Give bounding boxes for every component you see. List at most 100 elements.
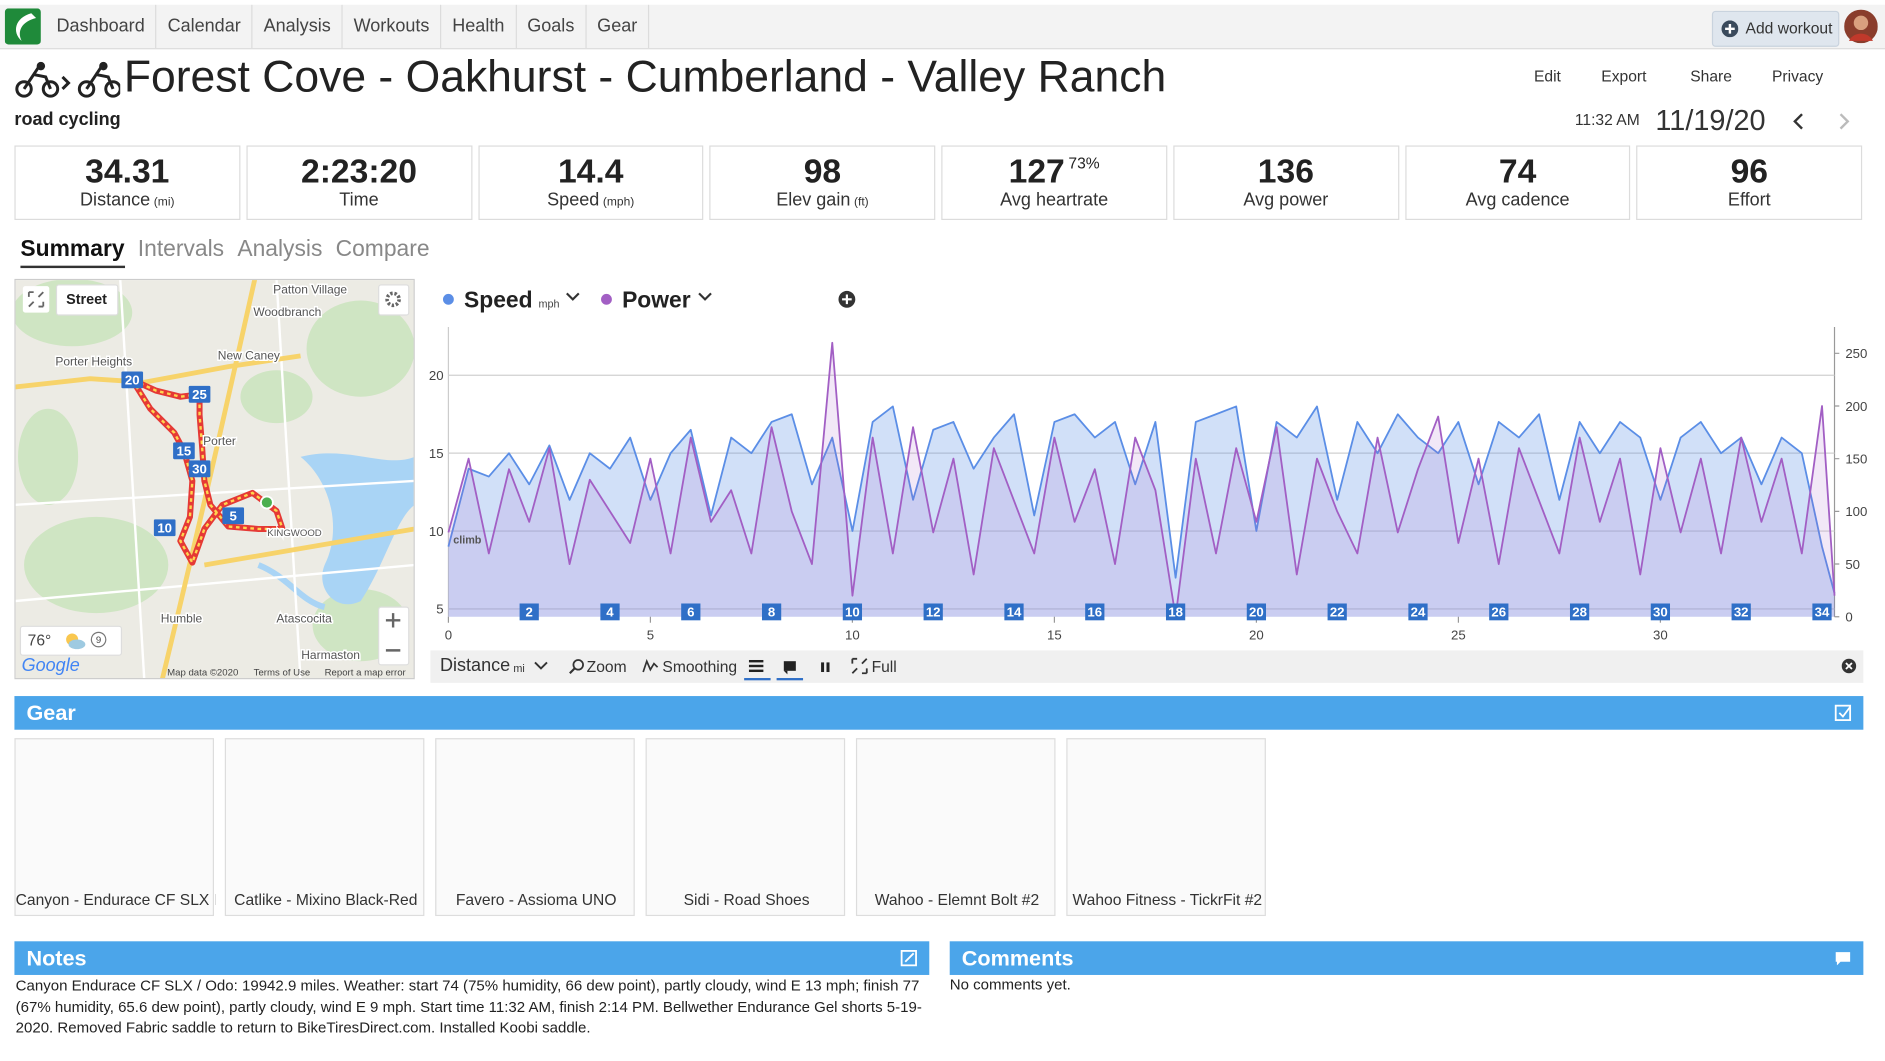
y-tick-label: 15	[429, 446, 444, 461]
lap-marker[interactable]	[1569, 603, 1590, 621]
lap-label: 8	[768, 605, 775, 620]
legend-label[interactable]: Speed	[464, 287, 533, 313]
tab[interactable]: Summary	[20, 237, 125, 269]
edit-gear[interactable]	[1834, 704, 1852, 722]
map-attribution[interactable]: Terms of Use	[254, 668, 311, 679]
series-area	[448, 342, 1835, 617]
view-buttons[interactable]	[743, 654, 887, 681]
x-tick-label: 5	[647, 628, 654, 643]
lap-marker[interactable]	[1731, 603, 1751, 621]
series-area	[448, 406, 1835, 617]
series-line	[447, 405, 1836, 594]
gear-card[interactable]: Favero - Assioma UNO	[435, 738, 635, 917]
nav-item[interactable]: Dashboard	[46, 4, 157, 49]
avatar[interactable]	[1844, 9, 1878, 44]
stat-label-text: Speed	[547, 189, 600, 211]
map-attribution: Map data ©2020	[167, 668, 238, 678]
lap-marker[interactable]	[842, 603, 863, 621]
edit-notes[interactable]	[900, 950, 917, 967]
x-tick-label: 0	[445, 628, 452, 643]
x-tick-label: 15	[1047, 628, 1062, 643]
stat-value: 34.31	[16, 153, 239, 191]
notes-text: Canyon Endurace CF SLX / Odo: 19942.9 mi…	[15, 977, 922, 1037]
header-action[interactable]: Privacy	[1767, 67, 1828, 85]
tab[interactable]: Analysis	[237, 236, 323, 263]
gear-card[interactable]: Wahoo Fitness - TickrFit #2	[1066, 738, 1266, 917]
stat-label: Elev gain (ft)	[711, 190, 934, 210]
stat-label-text: Distance	[80, 189, 151, 211]
full-button[interactable]: Full	[871, 657, 897, 676]
tab[interactable]: Compare	[335, 236, 430, 263]
nav-item[interactable]: Calendar	[157, 4, 253, 49]
stat-label-text: Elev gain	[776, 189, 851, 211]
tab[interactable]: Intervals	[137, 236, 225, 263]
lap-marker[interactable]	[1165, 603, 1186, 621]
lap-marker[interactable]	[1812, 603, 1832, 621]
smoothing-button[interactable]: Smoothing	[662, 657, 738, 676]
nav-item[interactable]: Workouts	[343, 4, 442, 49]
lap-label: 4	[606, 605, 614, 620]
header-action[interactable]: Edit	[1529, 67, 1561, 85]
x-axis-select[interactable]: Distance	[439, 655, 511, 676]
gear-card[interactable]: Sidi - Road Shoes	[645, 738, 846, 917]
mile-marker	[188, 385, 211, 403]
legend-chevron[interactable]	[566, 292, 580, 301]
map-place: Porter Heights	[55, 354, 132, 368]
close-chart[interactable]	[1841, 658, 1858, 675]
lap-label: 24	[1411, 605, 1426, 620]
start-time: 11:32 AM	[1574, 110, 1640, 129]
stat-label: Time	[247, 190, 470, 210]
nav-bar: Dashboard Calendar Analysis Workouts Health G…	[0, 4, 1885, 50]
temperature: 76°	[28, 633, 52, 650]
stat-label: Effort	[1638, 190, 1861, 210]
map-attribution[interactable]: Report a map error	[325, 668, 407, 679]
stat-box: 34.31 Distance (mi)	[14, 145, 241, 220]
gear-card[interactable]: Wahoo - Elemnt Bolt #2	[855, 738, 1056, 917]
stat-value: 74	[1406, 153, 1629, 191]
lap-marker[interactable]	[761, 603, 782, 621]
stat-label: Avg power	[1174, 190, 1397, 210]
gear-card[interactable]: Catlike - Mixino Black-Red	[224, 738, 425, 917]
gear-title: Gear	[26, 700, 76, 725]
nav-item[interactable]: Analysis	[253, 4, 343, 49]
map[interactable]: Patton Village Woodbranch New Caney Porter …	[12, 278, 416, 681]
x-tick-label: 10	[845, 628, 860, 643]
comments-text: No comments yet.	[949, 976, 1071, 993]
gear-name: Wahoo Fitness - TickrFit #2	[1072, 890, 1263, 909]
lap-marker[interactable]	[519, 603, 539, 621]
logo[interactable]	[4, 8, 41, 45]
header-action[interactable]: Export	[1596, 67, 1646, 85]
legend-label[interactable]: Power	[622, 287, 691, 313]
lap-marker[interactable]	[1085, 603, 1105, 621]
nav-item[interactable]: Gear	[586, 4, 650, 49]
lap-label: 26	[1491, 605, 1506, 620]
lap-marker[interactable]	[1246, 603, 1267, 621]
lap-marker[interactable]	[1650, 603, 1671, 621]
lap-marker[interactable]	[1489, 603, 1509, 621]
map-layer-button[interactable]: Street	[66, 292, 107, 308]
chevron[interactable]	[534, 660, 548, 672]
add-comment[interactable]	[1835, 951, 1852, 966]
chart-toolbar: Distance mi Zoom Smoothing Full	[430, 650, 1864, 683]
add-workout-button[interactable]: Add workout	[1711, 10, 1840, 47]
lap-marker[interactable]	[923, 603, 943, 621]
date-arrows[interactable]	[1789, 111, 1855, 133]
lap-marker[interactable]	[1327, 603, 1347, 621]
legend-chevron[interactable]	[698, 292, 712, 301]
workout-title: Forest Cove - Oakhurst - Cumberland - Va…	[123, 51, 1167, 101]
nav-item[interactable]: Health	[441, 4, 517, 49]
stat-label: Avg heartrate	[943, 190, 1166, 210]
gear-card[interactable]: Canyon - Endurace CF SLX I	[14, 738, 215, 917]
map-logo: Google	[22, 655, 80, 675]
x-tick-label: 20	[1249, 628, 1264, 643]
nav-item[interactable]: Goals	[516, 4, 587, 49]
lap-marker[interactable]	[1004, 603, 1024, 621]
zoom-button[interactable]: Zoom	[586, 657, 627, 676]
lap-marker[interactable]	[1408, 603, 1428, 621]
lap-marker[interactable]	[681, 603, 701, 621]
comments-header: Comments	[949, 941, 1864, 975]
lap-marker[interactable]	[600, 603, 620, 621]
header-action[interactable]: Share	[1685, 67, 1732, 85]
